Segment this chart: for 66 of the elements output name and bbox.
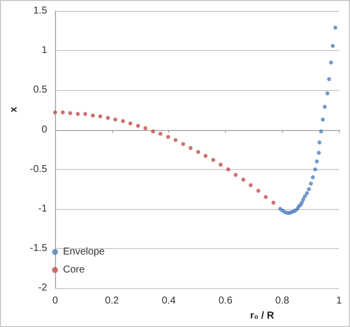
point	[68, 111, 72, 116]
point	[310, 175, 315, 180]
point	[136, 124, 140, 128]
point	[106, 116, 110, 120]
y-axis-title: x	[8, 106, 20, 112]
x-tick-label: 0.4	[162, 296, 176, 307]
point	[241, 178, 246, 182]
point	[313, 167, 318, 172]
point	[322, 104, 327, 109]
x-tick-label: 0.2	[104, 296, 120, 307]
point	[158, 132, 162, 136]
point	[211, 158, 216, 162]
y-tick-label: 1.5	[33, 6, 48, 16]
point	[234, 172, 238, 177]
point	[302, 194, 307, 198]
point	[320, 117, 325, 122]
point	[143, 126, 148, 130]
point	[333, 26, 338, 30]
point	[271, 200, 276, 205]
y-tick-label: -2	[38, 282, 48, 294]
point	[314, 159, 319, 164]
point	[248, 183, 253, 188]
point	[301, 197, 306, 202]
point	[76, 112, 80, 116]
point	[317, 140, 322, 144]
legend-label: Envelope	[63, 246, 106, 258]
point	[327, 77, 332, 82]
x-tick-label: 0.6	[218, 296, 233, 307]
point	[264, 195, 268, 200]
point	[83, 112, 88, 116]
point	[128, 121, 132, 126]
point	[181, 142, 186, 146]
x-axis-title: r₀ / R	[250, 310, 275, 322]
y-tick-label: -1	[38, 203, 48, 214]
point	[308, 182, 313, 186]
point	[120, 119, 125, 124]
point	[98, 114, 102, 118]
legend-label: Core	[63, 264, 86, 276]
point	[188, 146, 193, 150]
y-tick-label: -0.5	[30, 164, 48, 175]
y-tick-label: 0	[42, 124, 48, 136]
point	[60, 110, 65, 114]
point	[325, 91, 330, 96]
point	[329, 60, 334, 64]
y-tick-label: 0.5	[33, 84, 48, 96]
point	[256, 188, 260, 193]
point	[196, 150, 200, 154]
point	[319, 129, 324, 134]
point	[90, 114, 95, 118]
point	[304, 191, 309, 196]
x-tick-label: 1	[336, 296, 342, 307]
point	[151, 129, 156, 134]
x-tick-label: 0	[52, 296, 58, 307]
point	[113, 117, 118, 122]
point	[173, 138, 178, 142]
point	[204, 154, 208, 158]
point	[166, 134, 170, 139]
point	[330, 44, 335, 48]
point	[306, 187, 311, 192]
point	[53, 110, 58, 114]
y-tick-label: 1	[42, 45, 48, 56]
point	[316, 150, 321, 155]
point	[218, 162, 223, 167]
x-tick-label: 0.8	[275, 296, 290, 307]
y-tick-label: -1.5	[30, 243, 48, 254]
point	[226, 167, 230, 172]
